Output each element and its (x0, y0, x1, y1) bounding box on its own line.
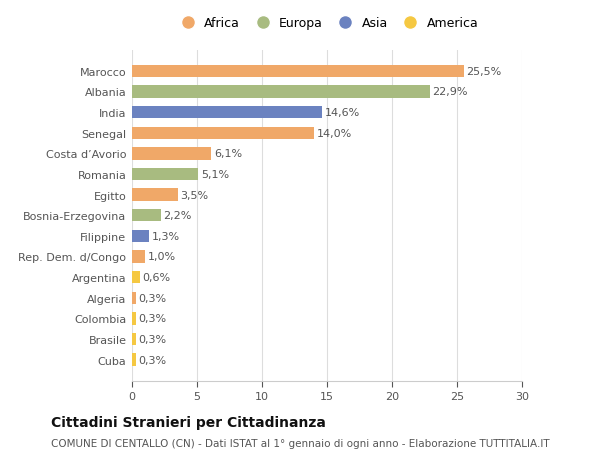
Text: 1,0%: 1,0% (148, 252, 176, 262)
Bar (132, 127, 314, 140)
Text: 25,5%: 25,5% (466, 67, 502, 77)
Text: 5,1%: 5,1% (201, 169, 229, 179)
Text: COMUNE DI CENTALLO (CN) - Dati ISTAT al 1° gennaio di ogni anno - Elaborazione T: COMUNE DI CENTALLO (CN) - Dati ISTAT al … (51, 438, 550, 448)
Legend: Africa, Europa, Asia, America: Africa, Europa, Asia, America (176, 17, 478, 30)
Bar (132, 86, 430, 98)
Text: Cittadini Stranieri per Cittadinanza: Cittadini Stranieri per Cittadinanza (51, 415, 326, 429)
Bar (132, 230, 149, 242)
Text: 6,1%: 6,1% (214, 149, 242, 159)
Text: 22,9%: 22,9% (432, 87, 468, 97)
Bar (132, 353, 136, 366)
Text: 0,3%: 0,3% (139, 293, 167, 303)
Bar (132, 66, 464, 78)
Text: 0,3%: 0,3% (139, 313, 167, 324)
Text: 1,3%: 1,3% (151, 231, 179, 241)
Bar (132, 251, 145, 263)
Text: 0,3%: 0,3% (139, 355, 167, 365)
Bar (132, 210, 161, 222)
Bar (132, 333, 136, 345)
Bar (132, 189, 178, 202)
Bar (132, 313, 136, 325)
Text: 3,5%: 3,5% (180, 190, 208, 200)
Text: 0,6%: 0,6% (142, 273, 170, 282)
Text: 0,3%: 0,3% (139, 334, 167, 344)
Bar (132, 148, 211, 160)
Bar (132, 106, 322, 119)
Bar (132, 168, 198, 181)
Text: 2,2%: 2,2% (163, 211, 191, 221)
Bar (132, 292, 136, 304)
Bar (132, 271, 140, 284)
Text: 14,0%: 14,0% (317, 129, 352, 139)
Text: 14,6%: 14,6% (325, 108, 359, 118)
